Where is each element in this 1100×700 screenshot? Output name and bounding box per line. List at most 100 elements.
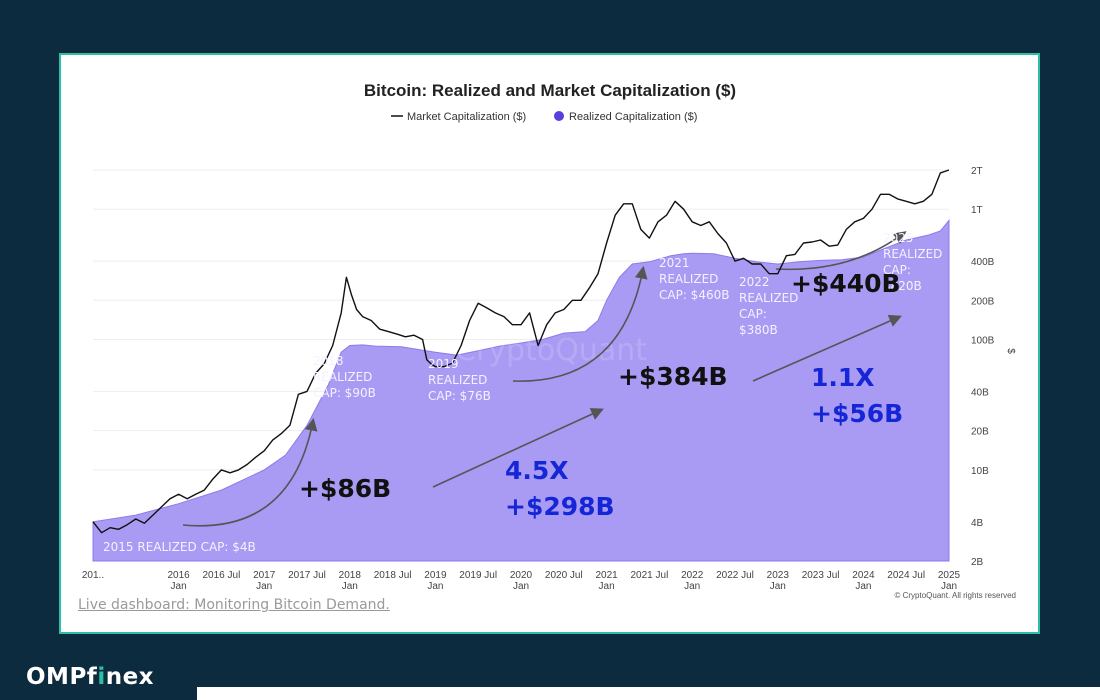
x-tick-label: 2024	[852, 570, 875, 581]
annotation-line: +$384B	[618, 362, 728, 391]
annotation-line: REALIZED	[739, 291, 798, 305]
x-tick-label: 201..	[82, 570, 104, 581]
x-tick-label: 2021	[595, 570, 618, 581]
annotation-line: +$298B	[505, 492, 615, 521]
annotation-line: 2025	[883, 231, 914, 245]
annotation-line: 1.1X	[811, 363, 875, 392]
annotation-line: 4.5X	[505, 456, 569, 485]
bottom-bar	[197, 687, 1100, 700]
y-axis-label: $	[1005, 348, 1016, 354]
market-cap-line	[92, 169, 950, 534]
annotation-line: REALIZED	[659, 272, 718, 286]
legend-realized-cap: Realized Capitalization ($)	[569, 111, 697, 123]
x-tick-label: 2018 Jul	[374, 570, 412, 581]
annotation-rc2025: 2025 REALIZED CAP: $820B	[883, 231, 942, 293]
chart-legend: Market Capitalization ($) Realized Capit…	[391, 111, 697, 123]
x-tick-sublabel: Jan	[770, 581, 786, 592]
x-tick-label: 2016	[167, 570, 190, 581]
arrow-2015-to-2018	[182, 417, 318, 527]
x-tick-label: 2019	[424, 570, 447, 581]
annotation-g86: +$86B	[299, 474, 391, 503]
logo-text-prefix: OMPf	[26, 664, 98, 690]
annotation-line: 2018	[313, 354, 344, 368]
annotation-rc2018: 2018 REALIZED CAP: $90B	[313, 354, 376, 400]
x-tick-label: 2024 Jul	[887, 570, 925, 581]
annotation-line: REALIZED	[313, 370, 372, 384]
growth-arrows	[182, 231, 907, 527]
annotations: 2015 REALIZED CAP: $4B 2018 REALIZED CAP: $…	[103, 231, 942, 554]
logo-text-suffix: nex	[105, 664, 155, 690]
y-axis: 2T 1T 400B 200B 100B 40B 20B 10B 4B 2B	[971, 166, 995, 568]
y-tick-label: 2T	[971, 166, 983, 177]
chart-card: Bitcoin: Realized and Market Capitalizat…	[59, 53, 1040, 634]
x-tick-sublabel: Jan	[513, 581, 529, 592]
annotation-line: 2022	[739, 275, 770, 289]
arrow-2022-to-2025	[775, 231, 907, 271]
annotation-rc2015: 2015 REALIZED CAP: $4B	[103, 540, 256, 554]
x-tick-label: 2020	[510, 570, 533, 581]
copyright-notice: © CryptoQuant. All rights reserved	[895, 591, 1017, 600]
x-tick-label: 2017 Jul	[288, 570, 326, 581]
chart-canvas: Bitcoin: Realized and Market Capitalizat…	[82, 81, 1017, 600]
annotation-line: 2021	[659, 256, 690, 270]
y-tick-label: 40B	[971, 387, 989, 398]
x-tick-label: 2018	[339, 570, 362, 581]
annotation-rc2022: 2022 REALIZED CAP: $380B	[739, 275, 798, 337]
x-tick-sublabel: Jan	[171, 581, 187, 592]
annotation-line: 2015 REALIZED CAP: $4B	[103, 540, 256, 554]
annotation-line: CAP: $460B	[659, 288, 729, 302]
x-tick-sublabel: Jan	[427, 581, 443, 592]
x-tick-label: 2022	[681, 570, 704, 581]
y-tick-label: 4B	[971, 518, 984, 529]
annotation-line: +$440B	[791, 269, 901, 298]
x-tick-sublabel: Jan	[684, 581, 700, 592]
annotation-line: $380B	[739, 323, 778, 337]
x-tick-label: 2016 Jul	[202, 570, 240, 581]
x-tick-sublabel: Jan	[855, 581, 871, 592]
y-tick-label: 1T	[971, 205, 983, 216]
y-tick-label: 100B	[971, 336, 995, 347]
annotation-line: 2019	[428, 357, 459, 371]
legend-market-cap: Market Capitalization ($)	[407, 111, 526, 123]
annotation-line: +$86B	[299, 474, 391, 503]
x-tick-sublabel: Jan	[256, 581, 272, 592]
logo-accent-letter: i	[97, 664, 106, 690]
x-tick-label: 2025	[938, 570, 961, 581]
x-tick-label: 2019 Jul	[459, 570, 497, 581]
annotation-line: CAP:	[883, 263, 911, 277]
x-tick-label: 2023	[767, 570, 790, 581]
annotation-rc2019: 2019 REALIZED CAP: $76B	[428, 357, 491, 403]
x-tick-label: 2023 Jul	[802, 570, 840, 581]
annotation-line: REALIZED	[883, 247, 942, 261]
y-tick-label: 2B	[971, 557, 984, 568]
arrow-2021-to-2025	[752, 314, 902, 382]
y-tick-label: 20B	[971, 427, 989, 438]
x-tick-sublabel: Jan	[941, 581, 957, 592]
annotation-g56: 1.1X +$56B	[811, 363, 903, 428]
y-tick-label: 200B	[971, 296, 995, 307]
x-tick-sublabel: Jan	[342, 581, 358, 592]
y-tick-label: 400B	[971, 257, 995, 268]
annotation-rc2021: 2021 REALIZED CAP: $460B	[659, 256, 729, 302]
annotation-g298: 4.5X +$298B	[505, 456, 615, 521]
dashboard-link[interactable]: Live dashboard: Monitoring Bitcoin Deman…	[78, 597, 390, 613]
annotation-line: CAP: $76B	[428, 389, 491, 403]
annotation-line: REALIZED	[428, 373, 487, 387]
y-tick-label: 10B	[971, 466, 989, 477]
annotation-line: CAP: $90B	[313, 386, 376, 400]
annotation-line: +$56B	[811, 399, 903, 428]
chart-title: Bitcoin: Realized and Market Capitalizat…	[364, 81, 736, 100]
x-tick-label: 2020 Jul	[545, 570, 583, 581]
annotation-g384: +$384B	[618, 362, 728, 391]
annotation-line: $820B	[883, 279, 922, 293]
arrow-2018-to-2019	[432, 408, 604, 488]
arrow-2019-to-2021	[512, 265, 648, 382]
legend-dot-marker	[554, 111, 564, 121]
x-tick-label: 2022 Jul	[716, 570, 754, 581]
annotation-g440: +$440B	[791, 269, 901, 298]
x-tick-label: 2021 Jul	[630, 570, 668, 581]
x-tick-label: 2017	[253, 570, 276, 581]
annotation-line: CAP:	[739, 307, 767, 321]
brand-logo: OMPfinex	[26, 664, 154, 690]
